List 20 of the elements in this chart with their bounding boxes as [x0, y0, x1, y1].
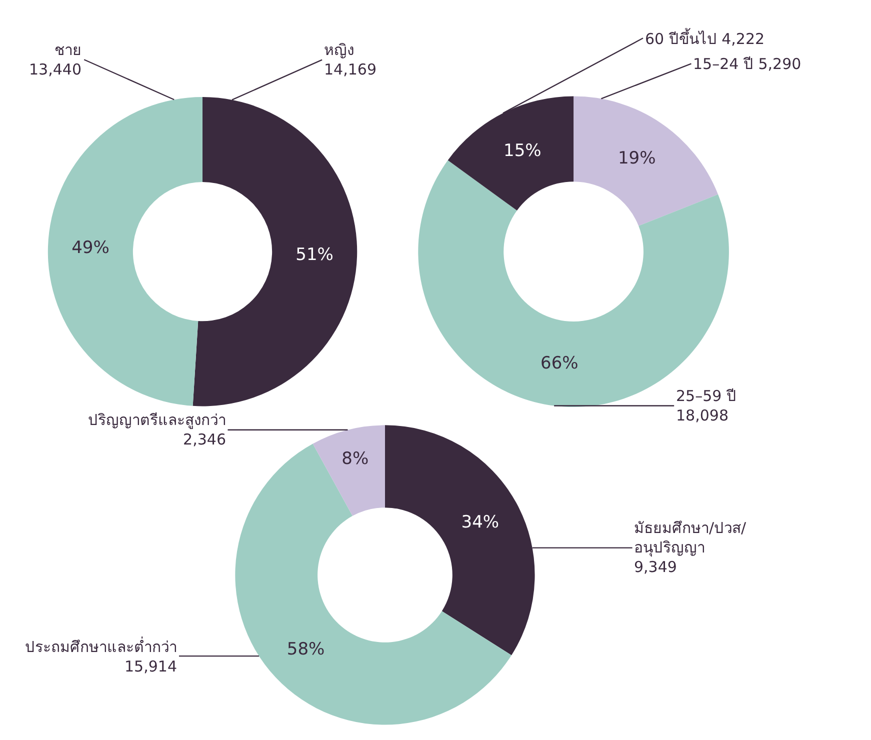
data-label: 58%	[286, 639, 325, 660]
donut-slice	[235, 444, 512, 725]
slice-label: ประถมศึกษาและต่ำกว่า 15,914	[25, 636, 177, 676]
data-label: 15%	[504, 141, 542, 162]
data-label: 66%	[540, 353, 578, 374]
data-label: 8%	[342, 448, 369, 469]
slice-label: มัธยมศึกษา/ปวส/ อนุปริญญา 9,349	[634, 519, 748, 576]
donut-slice	[574, 96, 718, 226]
data-label: 19%	[618, 148, 656, 168]
slice-label: หญิง 14,169	[324, 41, 376, 78]
slice-label: ปริญญาตรีและสูงกว่า 2,346	[88, 411, 226, 448]
data-label: 34%	[461, 512, 500, 533]
slice-label: ชาย 13,440	[29, 41, 82, 78]
data-label: 51%	[296, 245, 334, 266]
data-label: 49%	[72, 238, 110, 258]
donut-slice	[48, 97, 203, 406]
slice-label: 15–24 ปี 5,290	[693, 55, 802, 73]
slice-label: 25–59 ปี 18,098	[676, 387, 736, 424]
slice-label: 60 ปีขึ้นไป 4,222	[645, 28, 765, 48]
donut-slice	[312, 425, 385, 516]
